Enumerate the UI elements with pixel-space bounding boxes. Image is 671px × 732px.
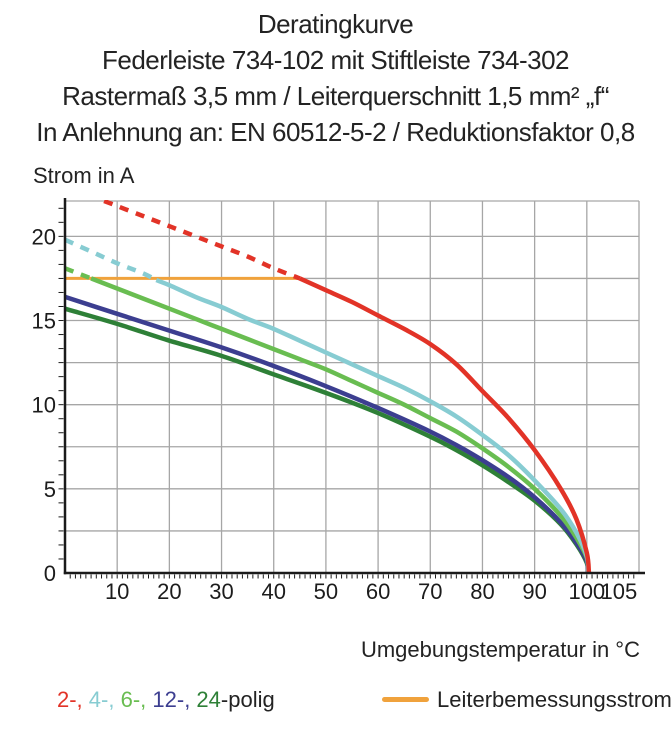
x-tick-label-100: 100 xyxy=(568,579,605,604)
rated-current-line-swatch xyxy=(382,697,429,702)
title-block: Deratingkurve Federleiste 734-102 mit St… xyxy=(0,6,671,150)
legend-pole-count: 24 xyxy=(190,687,221,712)
y-tick-label-15: 15 xyxy=(32,309,56,334)
legend-pole-count: 6-, xyxy=(114,687,147,712)
chart-subtitle-product: Federleiste 734-102 mit Stiftleiste 734-… xyxy=(102,45,570,75)
chart-subtitle-spec: Rastermaß 3,5 mm / Leiterquerschnitt 1,5… xyxy=(62,81,609,111)
chart-subtitle-standard: In Anlehnung an: EN 60512-5-2 / Reduktio… xyxy=(36,117,635,147)
legend-pole-counts: 2-, 4-, 6-, 12-, 24-polig xyxy=(57,687,275,713)
x-tick-label-50: 50 xyxy=(314,579,338,604)
x-tick-label-10: 10 xyxy=(105,579,129,604)
x-tick-label-30: 30 xyxy=(209,579,233,604)
curve-6-polig-dashed xyxy=(64,266,92,281)
x-tick-label-105: 105 xyxy=(601,579,638,604)
axis-ticks xyxy=(58,207,635,579)
curve-2-polig-dashed xyxy=(103,200,301,281)
x-tick-label-60: 60 xyxy=(366,579,390,604)
curve-series xyxy=(64,200,592,574)
y-tick-label-0: 0 xyxy=(44,561,56,586)
curve-4-polig xyxy=(155,278,591,574)
curve-12-polig xyxy=(64,294,591,574)
legend-pole-count: 2-, xyxy=(57,687,83,712)
x-axis-label: Umgebungstemperatur in °C xyxy=(360,637,640,662)
y-axis-label: Strom in A xyxy=(33,163,135,188)
x-tick-label-70: 70 xyxy=(418,579,442,604)
y-tick-label-10: 10 xyxy=(32,393,56,418)
axes xyxy=(63,198,645,575)
legend-pole-suffix: -polig xyxy=(220,687,275,712)
rated-current-label: Leiterbemessungsstrom xyxy=(437,687,671,712)
y-tick-label-5: 5 xyxy=(44,477,56,502)
curve-6-polig xyxy=(90,276,591,574)
chart-title: Deratingkurve xyxy=(257,9,414,39)
x-tick-label-90: 90 xyxy=(522,579,546,604)
y-tick-labels: 0 5 10 15 20 xyxy=(32,224,56,586)
y-tick-label-20: 20 xyxy=(32,224,56,249)
x-tick-label-20: 20 xyxy=(157,579,181,604)
curve-4-polig-dashed xyxy=(64,237,158,283)
x-tick-label-40: 40 xyxy=(261,579,285,604)
curve-2-polig xyxy=(298,276,592,574)
legend-pole-count: 4-, xyxy=(82,687,115,712)
legend: 2-, 4-, 6-, 12-, 24-polig Leiterbemessun… xyxy=(0,687,671,717)
x-tick-label-80: 80 xyxy=(470,579,494,604)
legend-pole-count: 12-, xyxy=(146,687,191,712)
